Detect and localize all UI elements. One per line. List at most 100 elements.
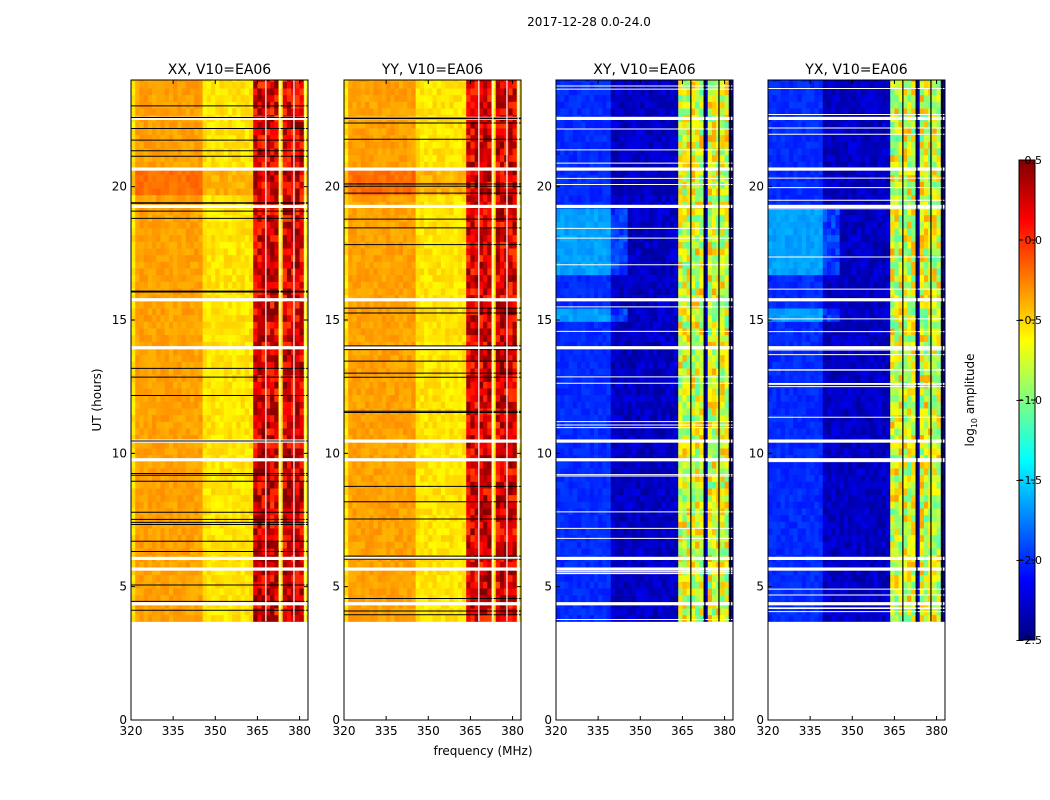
- heatmap-cell: [219, 148, 225, 156]
- heatmap-cell: [394, 334, 400, 342]
- heatmap-cell: [160, 194, 166, 202]
- heatmap-cell: [365, 128, 370, 136]
- heatmap-cell: [244, 308, 250, 316]
- heatmap-cell: [211, 374, 216, 382]
- heatmap-cell: [206, 541, 212, 549]
- heatmap-cell: [198, 561, 204, 569]
- heatmap-cell: [190, 474, 195, 482]
- heatmap-cell: [381, 261, 387, 269]
- heatmap-cell: [253, 314, 258, 322]
- heatmap-cell: [253, 188, 258, 196]
- heatmap-cell: [356, 108, 362, 116]
- heatmap-cell: [168, 441, 174, 449]
- heatmap-cell: [348, 101, 353, 109]
- heatmap-cell: [274, 194, 279, 202]
- heatmap-cell: [152, 134, 157, 142]
- heatmap-cell: [299, 181, 305, 189]
- heatmap-cell: [398, 488, 404, 496]
- heatmap-cell: [156, 494, 161, 502]
- heatmap-cell: [152, 434, 157, 442]
- heatmap-cell: [202, 308, 208, 316]
- heatmap-cell: [139, 501, 145, 509]
- heatmap-cell: [202, 188, 208, 196]
- heatmap-cell: [185, 388, 191, 396]
- heatmap-cell: [164, 414, 170, 422]
- heatmap-cell: [282, 121, 288, 129]
- heatmap-cell: [381, 494, 387, 502]
- heatmap-cell: [131, 481, 136, 489]
- heatmap-cell: [227, 614, 233, 622]
- heatmap-cell: [278, 514, 284, 522]
- heatmap-cell: [215, 181, 220, 189]
- heatmap-cell: [181, 501, 187, 509]
- heatmap-cell: [131, 194, 136, 202]
- heatmap-cell: [190, 281, 195, 289]
- heatmap-cell: [403, 508, 408, 516]
- heatmap-cell: [348, 228, 353, 236]
- heatmap-cell: [181, 461, 187, 469]
- heatmap-cell: [270, 441, 275, 449]
- heatmap-cell: [369, 608, 374, 616]
- heatmap-cell: [344, 194, 349, 202]
- heatmap-cell: [386, 388, 391, 396]
- heatmap-cell: [348, 341, 353, 349]
- heatmap-cell: [152, 421, 157, 429]
- heatmap-cell: [236, 341, 242, 349]
- heatmap-cell: [394, 514, 400, 522]
- heatmap-cell: [398, 548, 404, 556]
- heatmap-cell: [223, 508, 229, 516]
- heatmap-cell: [394, 614, 400, 622]
- heatmap-cell: [369, 314, 374, 322]
- heatmap-cell: [198, 514, 204, 522]
- heatmap-cell: [185, 81, 191, 89]
- heatmap-cell: [147, 434, 153, 442]
- heatmap-cell: [286, 461, 292, 469]
- heatmap-cell: [407, 268, 412, 276]
- heatmap-cell: [131, 274, 136, 282]
- heatmap-cell: [164, 81, 170, 89]
- heatmap-cell: [206, 241, 212, 249]
- heatmap-cell: [278, 534, 284, 542]
- heatmap-cell: [194, 428, 199, 436]
- heatmap-cell: [411, 348, 417, 356]
- heatmap-cell: [143, 108, 149, 116]
- heatmap-cell: [348, 521, 353, 529]
- heatmap-cell: [219, 141, 225, 149]
- heatmap-cell: [348, 441, 353, 449]
- heatmap-cell: [240, 321, 246, 329]
- heatmap-cell: [143, 161, 149, 169]
- heatmap-cell: [381, 88, 387, 96]
- heatmap-cell: [398, 394, 404, 402]
- heatmap-cell: [348, 501, 353, 509]
- heatmap-cell: [139, 241, 145, 249]
- heatmap-cell: [135, 568, 140, 576]
- heatmap-cell: [356, 208, 362, 216]
- heatmap-cell: [286, 194, 292, 202]
- heatmap-cell: [403, 354, 408, 362]
- heatmap-cell: [365, 481, 370, 489]
- heatmap-cell: [411, 434, 417, 442]
- heatmap-cell: [386, 414, 391, 422]
- heatmap-cell: [194, 374, 199, 382]
- heatmap-cell: [286, 301, 292, 309]
- heatmap-cell: [278, 441, 284, 449]
- heatmap-cell: [156, 594, 161, 602]
- heatmap-cell: [261, 388, 267, 396]
- heatmap-cell: [398, 388, 404, 396]
- heatmap-cell: [194, 108, 199, 116]
- heatmap-cell: [227, 234, 233, 242]
- heatmap-cell: [215, 361, 220, 369]
- heatmap-cell: [143, 541, 149, 549]
- heatmap-cell: [194, 101, 199, 109]
- heatmap-cell: [398, 261, 404, 269]
- heatmap-cell: [394, 161, 400, 169]
- heatmap-cell: [415, 528, 421, 536]
- heatmap-cell: [223, 488, 229, 496]
- heatmap-cell: [274, 574, 279, 582]
- heatmap-cell: [253, 321, 258, 329]
- heatmap-cell: [131, 128, 136, 136]
- heatmap-cell: [377, 321, 383, 329]
- heatmap-cell: [299, 421, 305, 429]
- heatmap-cell: [295, 228, 301, 236]
- heatmap-cell: [215, 194, 220, 202]
